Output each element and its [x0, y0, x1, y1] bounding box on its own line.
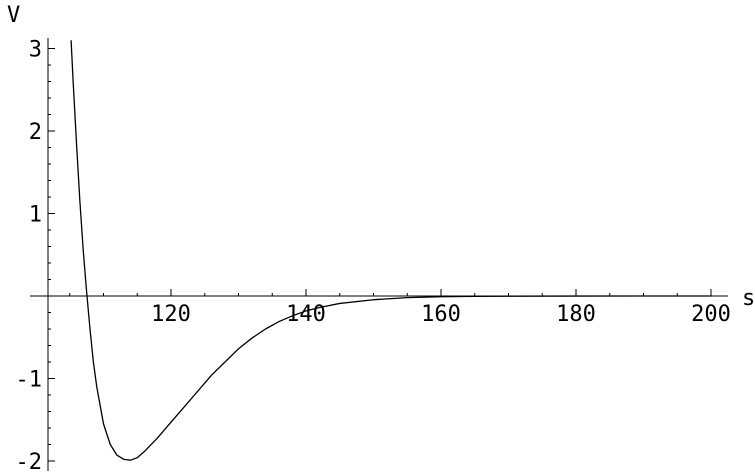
x-tick-label: 200	[691, 302, 731, 327]
ticks-group: 120 140 160 180 200 3 2 1 -1 -2	[16, 38, 731, 473]
y-tick-label: 2	[29, 120, 42, 145]
x-axis-title: s	[742, 286, 755, 311]
axes: s V	[7, 3, 755, 471]
series-group	[70, 40, 712, 461]
x-tick-label: 160	[421, 302, 461, 327]
x-tick-label: 180	[556, 302, 596, 327]
x-tick-label: 120	[151, 302, 191, 327]
series-line	[70, 40, 712, 461]
y-tick-label: 1	[29, 203, 42, 228]
y-tick-label: -1	[16, 368, 43, 393]
x-tick-label: 140	[286, 302, 326, 327]
y-axis-title: V	[7, 3, 20, 28]
y-tick-label: 3	[29, 38, 42, 63]
y-tick-label: -2	[16, 450, 43, 473]
